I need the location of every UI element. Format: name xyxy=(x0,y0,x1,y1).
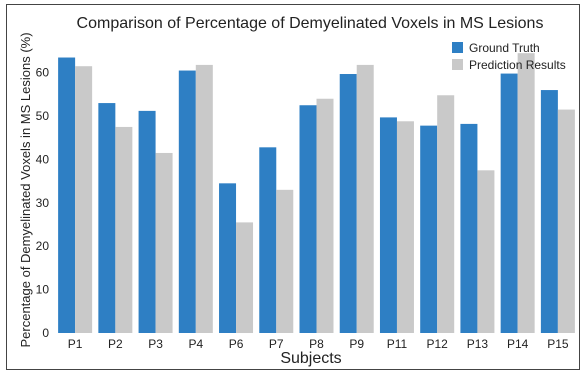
x-tick-label: P12 xyxy=(427,337,449,351)
legend-label: Ground Truth xyxy=(469,41,540,55)
y-tick-label: 60 xyxy=(36,66,50,80)
x-tick-label: P3 xyxy=(148,337,163,351)
x-tick-label: P8 xyxy=(309,337,324,351)
bar-ground-truth-p2 xyxy=(98,103,116,333)
bar-prediction-p14 xyxy=(517,53,535,334)
y-axis-label: Percentage of Demyelinated Voxels in MS … xyxy=(18,32,33,347)
legend-swatch xyxy=(452,42,463,53)
bar-ground-truth-p9 xyxy=(339,74,357,333)
x-tick-label: P14 xyxy=(507,337,529,351)
x-tick-label: P7 xyxy=(269,337,284,351)
bar-prediction-p6 xyxy=(236,222,254,334)
y-tick-label: 40 xyxy=(36,152,50,166)
bar-ground-truth-p7 xyxy=(259,147,277,333)
bar-ground-truth-p4 xyxy=(178,70,196,333)
bar-prediction-p2 xyxy=(115,126,133,334)
bar-ground-truth-p15 xyxy=(540,90,558,333)
bar-prediction-p9 xyxy=(356,64,374,334)
bar-ground-truth-p12 xyxy=(420,125,438,333)
y-tick-label: 0 xyxy=(42,326,49,340)
chart-title: Comparison of Percentage of Demyelinated… xyxy=(77,15,544,32)
y-tick-label: 50 xyxy=(36,109,50,123)
x-tick-label: P4 xyxy=(188,337,203,351)
legend-swatch xyxy=(452,59,463,70)
bar-ground-truth-p11 xyxy=(379,117,397,333)
legend: Ground Truth Prediction Results xyxy=(452,41,566,72)
y-tick-label: 30 xyxy=(36,196,50,210)
x-tick-label: P1 xyxy=(68,337,83,351)
x-tick-label: P11 xyxy=(387,337,408,351)
bar-prediction-p3 xyxy=(155,152,173,333)
x-tick-label: P9 xyxy=(349,337,364,351)
bar-ground-truth-p1 xyxy=(58,57,76,334)
x-tick-label: P6 xyxy=(229,337,244,351)
bar-ground-truth-p3 xyxy=(138,110,156,333)
y-axis-ticks: 0 10 20 30 40 50 60 xyxy=(36,66,50,340)
bar-prediction-p15 xyxy=(557,109,575,333)
bar-prediction-p7 xyxy=(276,189,294,333)
x-tick-label: P13 xyxy=(467,337,489,351)
x-tick-label: P2 xyxy=(108,337,123,351)
bar-prediction-p8 xyxy=(316,98,334,334)
bar-prediction-p11 xyxy=(396,121,414,333)
x-axis-label: Subjects xyxy=(280,350,341,367)
x-axis-ticks: P1 P2 P3 P4 P6 P7 P8 P9 P11 P12 P13 P14 P15 xyxy=(68,337,569,351)
y-tick-label: 10 xyxy=(36,283,50,297)
bar-prediction-p13 xyxy=(477,170,495,333)
bar-prediction-p4 xyxy=(195,64,213,334)
bar-prediction-p12 xyxy=(437,95,455,333)
bar-ground-truth-p14 xyxy=(500,73,518,333)
bar-ground-truth-p13 xyxy=(460,123,478,334)
plot-area xyxy=(58,53,575,334)
y-tick-label: 20 xyxy=(36,239,50,253)
bar-ground-truth-p6 xyxy=(219,183,237,333)
x-tick-label: P15 xyxy=(547,337,569,351)
bar-prediction-p1 xyxy=(75,66,93,333)
legend-label: Prediction Results xyxy=(469,58,566,72)
bar-ground-truth-p8 xyxy=(299,105,317,334)
